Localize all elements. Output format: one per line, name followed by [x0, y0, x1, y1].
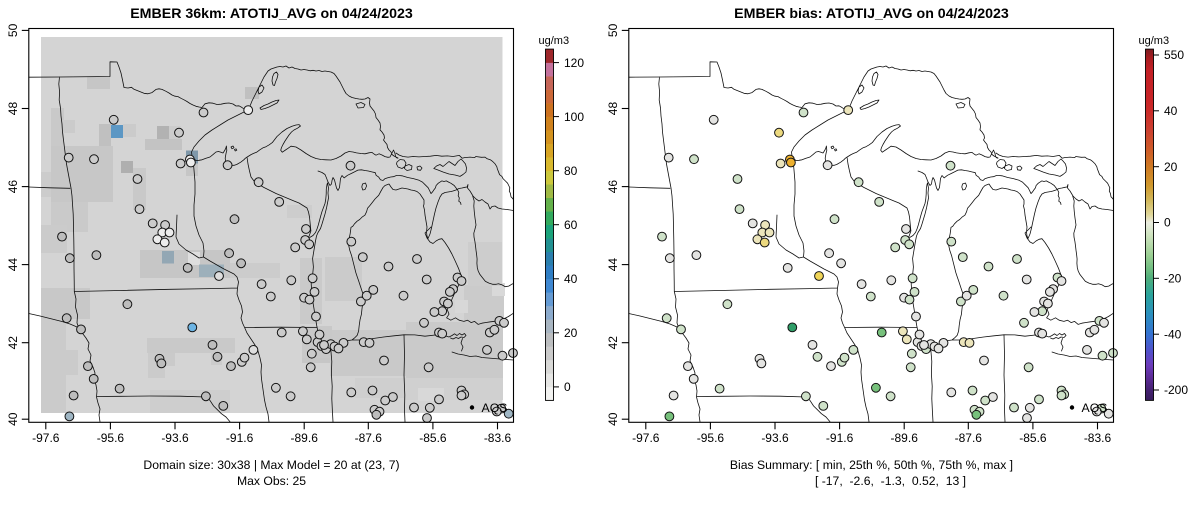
- svg-text:50: 50: [6, 23, 20, 37]
- svg-text:ug/m3: ug/m3: [539, 35, 570, 47]
- svg-text:20: 20: [1164, 160, 1178, 174]
- svg-text:-95.6: -95.6: [97, 431, 125, 445]
- svg-text:46: 46: [6, 180, 20, 194]
- svg-text:48: 48: [6, 102, 20, 116]
- svg-text:-85.6: -85.6: [419, 431, 447, 445]
- svg-text:-91.6: -91.6: [226, 431, 254, 445]
- svg-text:20: 20: [564, 326, 578, 340]
- svg-text:80: 80: [564, 164, 578, 178]
- svg-text:-87.6: -87.6: [955, 431, 983, 445]
- svg-text:EMBER bias: ATOTIJ_AVG on 04/2: EMBER bias: ATOTIJ_AVG on 04/24/2023: [734, 6, 1009, 22]
- svg-text:100: 100: [564, 110, 584, 124]
- svg-text:44: 44: [606, 258, 620, 272]
- svg-text:-89.6: -89.6: [891, 431, 919, 445]
- svg-text:-40: -40: [1164, 327, 1182, 341]
- svg-text:550: 550: [1164, 48, 1184, 62]
- svg-text:EMBER 36km: ATOTIJ_AVG on 04/2: EMBER 36km: ATOTIJ_AVG on 04/24/2023: [130, 6, 413, 22]
- svg-text:-97.6: -97.6: [32, 431, 60, 445]
- svg-text:-87.6: -87.6: [355, 431, 383, 445]
- svg-text:48: 48: [606, 102, 620, 116]
- svg-text:40: 40: [1164, 104, 1178, 118]
- svg-text:AQS: AQS: [482, 401, 508, 415]
- svg-text:40: 40: [6, 412, 20, 426]
- svg-text:-83.6: -83.6: [484, 431, 512, 445]
- svg-text:-20: -20: [1164, 272, 1182, 286]
- svg-text:46: 46: [606, 180, 620, 194]
- svg-text:42: 42: [606, 336, 620, 350]
- svg-text:Domain size: 30x38 | Max Model: Domain size: 30x38 | Max Model = 20 at (…: [143, 458, 399, 472]
- svg-text:42: 42: [6, 336, 20, 350]
- svg-text:-97.6: -97.6: [632, 431, 660, 445]
- svg-text:[ -17, -2.6, -1.3, 0.52, 1: [ -17, -2.6, -1.3, 0.52, 13 ]: [815, 474, 966, 488]
- svg-text:60: 60: [564, 218, 578, 232]
- svg-text:120: 120: [564, 56, 584, 70]
- svg-text:50: 50: [606, 23, 620, 37]
- svg-text:0: 0: [564, 380, 571, 394]
- svg-text:-200: -200: [1164, 383, 1188, 397]
- svg-text:0: 0: [1164, 216, 1171, 230]
- svg-text:-83.6: -83.6: [1084, 431, 1112, 445]
- svg-text:44: 44: [6, 258, 20, 272]
- svg-text:Bias Summary: [ min, 25th %, 5: Bias Summary: [ min, 25th %, 50th %, 75t…: [730, 458, 1013, 472]
- svg-text:ug/m3: ug/m3: [1139, 35, 1170, 47]
- svg-text:Max Obs: 25: Max Obs: 25: [237, 474, 306, 488]
- svg-text:-91.6: -91.6: [826, 431, 854, 445]
- svg-text:40: 40: [606, 412, 620, 426]
- svg-text:AQS: AQS: [1082, 401, 1108, 415]
- svg-text:-89.6: -89.6: [291, 431, 319, 445]
- svg-text:-93.6: -93.6: [761, 431, 789, 445]
- svg-text:-93.6: -93.6: [161, 431, 189, 445]
- svg-text:-85.6: -85.6: [1019, 431, 1047, 445]
- svg-text:40: 40: [564, 272, 578, 286]
- svg-text:-95.6: -95.6: [697, 431, 725, 445]
